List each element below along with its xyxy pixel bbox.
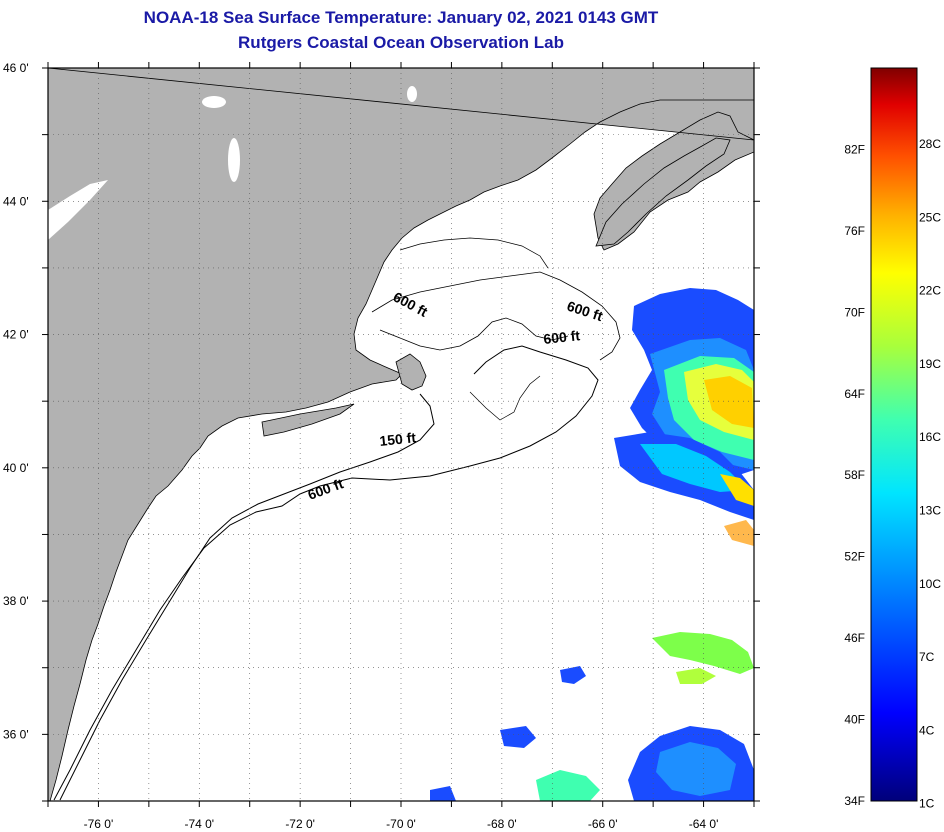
lat-tick-label: 46 0' [3, 61, 29, 75]
colorbar-c-label: 22C [919, 284, 941, 298]
lat-tick-label: 44 0' [3, 194, 29, 208]
map-subtitle: Rutgers Coastal Ocean Observation Lab [238, 33, 564, 52]
colorbar-c-label: 28C [919, 137, 941, 151]
lake [407, 86, 417, 102]
colorbar-c-label: 4C [919, 723, 935, 737]
contour-label: 600 ft [543, 327, 581, 347]
land-mass [48, 68, 754, 801]
colorbar-c-label: 19C [919, 357, 941, 371]
lat-tick-label: 40 0' [3, 461, 29, 475]
colorbar-c-label: 13C [919, 504, 941, 518]
colorbar-f-label: 82F [844, 142, 865, 156]
lat-tick-label: 38 0' [3, 594, 29, 608]
lake [228, 138, 240, 182]
contour-inner [399, 237, 549, 421]
lat-tick-label: 36 0' [3, 727, 29, 741]
lon-tick-label: -66 0' [588, 817, 618, 831]
lat-tick-label: 42 0' [3, 328, 29, 342]
contour-600ft [53, 345, 599, 801]
cape-cod [395, 353, 427, 391]
colorbar-c-label: 10C [919, 577, 941, 591]
lon-tick-label: -70 0' [386, 817, 416, 831]
lon-tick-label: -68 0' [487, 817, 517, 831]
colorbar-f-label: 40F [844, 713, 865, 727]
lon-tick-label: -64 0' [689, 817, 719, 831]
long-island [261, 403, 355, 437]
lake [202, 96, 226, 108]
lon-tick-label: -76 0' [84, 817, 114, 831]
colorbar-f-label: 46F [844, 631, 865, 645]
contour-gulf-of-maine [371, 271, 621, 361]
lon-tick-label: -72 0' [285, 817, 315, 831]
colorbar-c-label: 16C [919, 430, 941, 444]
colorbar-c-label: 25C [919, 210, 941, 224]
sst-data-patches [430, 288, 754, 801]
lake [48, 180, 108, 240]
colorbar-f-label: 64F [844, 387, 865, 401]
lat-lon-grid [48, 68, 754, 801]
contour-150ft [59, 393, 435, 801]
colorbar-f-label: 70F [844, 305, 865, 319]
colorbar-c-label: 7C [919, 650, 935, 664]
nova-scotia [595, 137, 731, 247]
colorbar-f-label: 58F [844, 468, 865, 482]
lon-tick-label: -74 0' [184, 817, 214, 831]
contour-label: 150 ft [379, 429, 417, 449]
colorbar-c-label: 1C [919, 797, 935, 811]
colorbar-f-label: 34F [844, 794, 865, 808]
colorbar-f-label: 52F [844, 550, 865, 564]
colorbar [870, 67, 918, 802]
map-title: NOAA-18 Sea Surface Temperature: January… [143, 8, 659, 27]
colorbar-f-label: 76F [844, 224, 865, 238]
